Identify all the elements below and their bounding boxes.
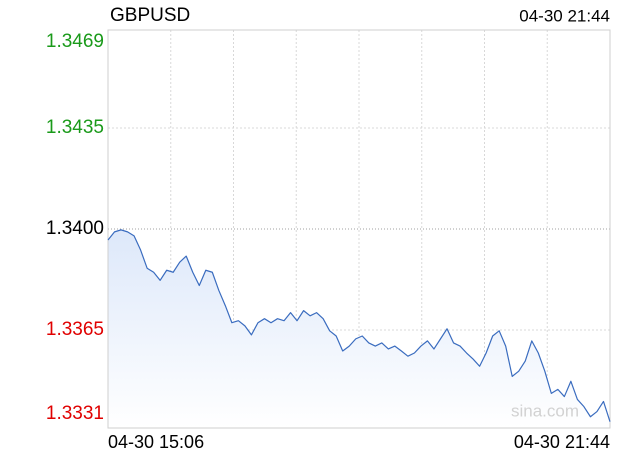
- timestamp: 04-30 21:44: [519, 6, 610, 25]
- area: [108, 229, 610, 428]
- chart-title: GBPUSD: [110, 5, 190, 26]
- y-tick-label: 1.3435: [46, 117, 104, 138]
- watermark: sina.com: [511, 401, 579, 420]
- y-tick-label: 1.3331: [46, 403, 104, 424]
- y-tick-label: 1.3469: [46, 31, 104, 52]
- y-tick-label: 1.3400: [46, 218, 104, 239]
- x-tick-label: 04-30 21:44: [514, 432, 610, 452]
- price-line: [107, 229, 611, 422]
- x-tick-label: 04-30 15:06: [108, 432, 204, 452]
- y-tick-label: 1.3365: [46, 319, 104, 340]
- plot-border: [107, 29, 611, 429]
